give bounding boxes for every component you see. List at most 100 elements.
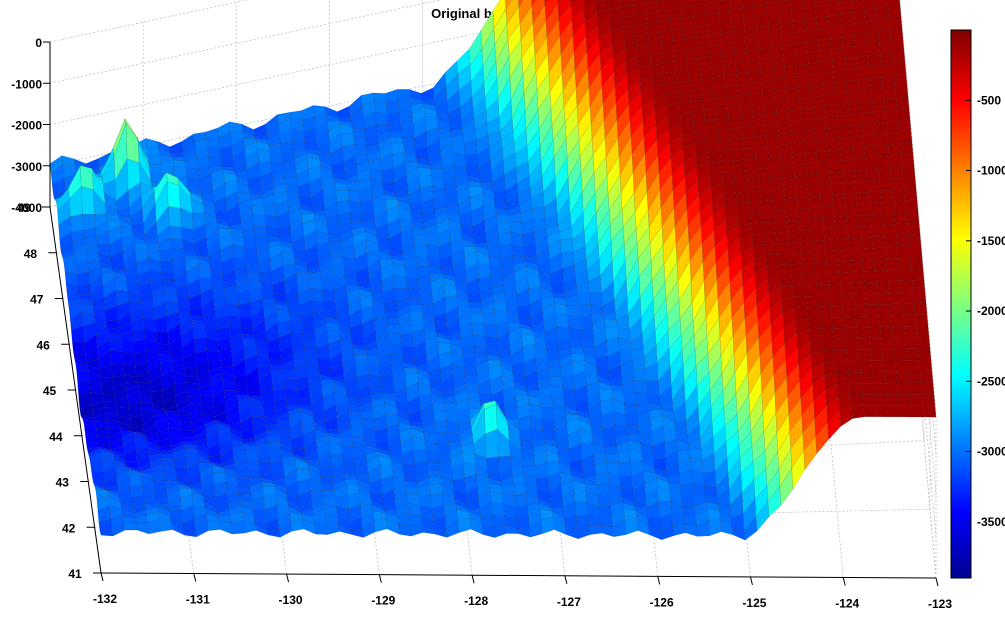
- surface-cell: [834, 216, 848, 229]
- surface-cell: [415, 255, 429, 268]
- surface-cell: [901, 302, 916, 315]
- surface-cell: [746, 48, 760, 62]
- surface-cell: [557, 0, 562, 4]
- surface-cell: [600, 526, 615, 538]
- surface-cell: [882, 86, 897, 100]
- surface-cell: [901, 164, 916, 178]
- surface-cell: [672, 38, 686, 52]
- surface-cell: [692, 120, 706, 134]
- surface-cell: [758, 47, 772, 60]
- surface-cell: [762, 90, 776, 104]
- surface-cell: [624, 403, 638, 417]
- surface-cell: [850, 0, 859, 2]
- surface-cell: [798, 85, 812, 99]
- surface-cell: [384, 311, 399, 320]
- surface-cell: [607, 0, 621, 10]
- surface-cell: [889, 166, 904, 179]
- surface-cell: [749, 211, 763, 224]
- surface-cell: [626, 425, 640, 436]
- surface-cell: [719, 20, 733, 34]
- surface-cell: [870, 349, 884, 361]
- surface-cell: [807, 50, 821, 65]
- surface-cell: [859, 89, 873, 103]
- surface-cell: [908, 245, 923, 258]
- surface-cell: [695, 24, 709, 38]
- surface-cell: [691, 110, 705, 123]
- surface-cell: [244, 247, 258, 258]
- surface-cell: [814, 128, 828, 142]
- surface-cell: [907, 233, 922, 247]
- surface-cell: [752, 113, 766, 127]
- surface-cell: [786, 87, 800, 101]
- surface-cell: [776, 242, 790, 255]
- surface-cell: [671, 28, 685, 41]
- surface-cell: [879, 315, 893, 328]
- surface-cell: [880, 63, 895, 77]
- surface-cell: [681, 5, 695, 19]
- surface-cell: [751, 102, 765, 116]
- surface-cell: [724, 73, 738, 87]
- surface-cell: [557, 0, 572, 20]
- surface-cell: [891, 188, 906, 202]
- surface-cell: [699, 66, 713, 80]
- surface-cell: [869, 76, 884, 90]
- surface-cell: [807, 184, 821, 198]
- surface-cell: [879, 51, 894, 66]
- surface-cell: [760, 200, 774, 213]
- surface-cell: [816, 15, 830, 30]
- surface-cell: [883, 97, 898, 111]
- surface-cell: [847, 90, 861, 104]
- surface-cell: [766, 133, 780, 147]
- surface-cell: [818, 172, 832, 186]
- surface-cell: [906, 222, 921, 235]
- surface-cell: [711, 64, 725, 78]
- surface-cell: [854, 304, 868, 317]
- surface-cell: [764, 112, 778, 125]
- surface-cell: [462, 452, 476, 464]
- surface-cell: [207, 521, 221, 531]
- colorbar-tick-label: -3000: [977, 445, 1005, 459]
- surface-cell: [541, 419, 556, 432]
- surface-cell: [810, 218, 824, 231]
- surface-cell: [463, 366, 478, 377]
- x-tick-mark: [657, 576, 661, 585]
- surface-cell: [877, 167, 892, 180]
- surface-cell: [493, 301, 507, 313]
- surface-cell: [336, 200, 350, 215]
- surface-cell: [786, 219, 800, 232]
- surface-cell: [720, 31, 734, 44]
- surface-cell: [810, 84, 824, 98]
- surface-cell: [541, 517, 555, 534]
- surface-cell: [883, 360, 897, 373]
- surface-cell: [842, 170, 856, 184]
- surface-cell: [427, 470, 441, 478]
- surface-cell: [820, 328, 834, 340]
- surface-cell: [849, 248, 863, 262]
- surface-cell: [789, 252, 803, 265]
- surface-cell: [781, 32, 795, 46]
- surface-cell: [672, 524, 686, 536]
- surface-cell: [323, 301, 337, 313]
- surface-cell: [303, 129, 317, 143]
- surface-cell: [486, 456, 500, 474]
- surface-cell: [756, 25, 770, 39]
- surface-cell: [806, 173, 820, 187]
- surface-cell: [770, 177, 784, 190]
- surface-cell: [829, 160, 843, 174]
- surface-cell: [819, 49, 833, 63]
- surface-cell: [694, 142, 708, 155]
- surface-cell: [857, 66, 871, 80]
- surface-cell: [747, 190, 761, 203]
- surface-cell: [778, 0, 792, 13]
- surface-cell: [730, 7, 744, 21]
- surface-cell: [826, 261, 840, 274]
- surface-cell: [863, 405, 877, 417]
- surface-cell: [848, 372, 862, 384]
- surface-cell: [873, 121, 888, 135]
- surface-cell: [604, 319, 618, 328]
- surface-cell: [867, 179, 881, 193]
- z-tick-label: -1000: [11, 77, 42, 91]
- surface-cell: [782, 176, 796, 189]
- surface-cell: [707, 508, 721, 521]
- surface-cell: [894, 84, 909, 98]
